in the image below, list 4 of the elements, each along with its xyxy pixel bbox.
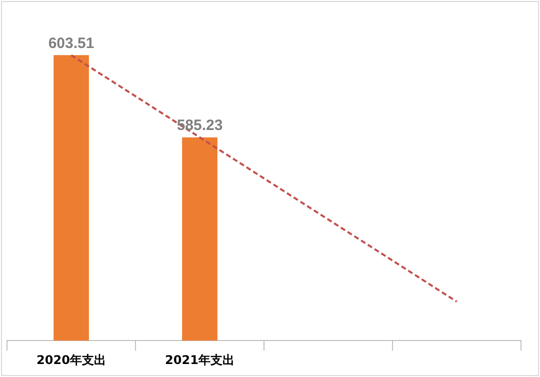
- x-tick-label: 2021年支出: [165, 352, 234, 367]
- x-tick-label: 2020年支出: [36, 352, 106, 367]
- data-label: 603.51: [48, 34, 94, 52]
- data-label: 585.23: [176, 116, 223, 134]
